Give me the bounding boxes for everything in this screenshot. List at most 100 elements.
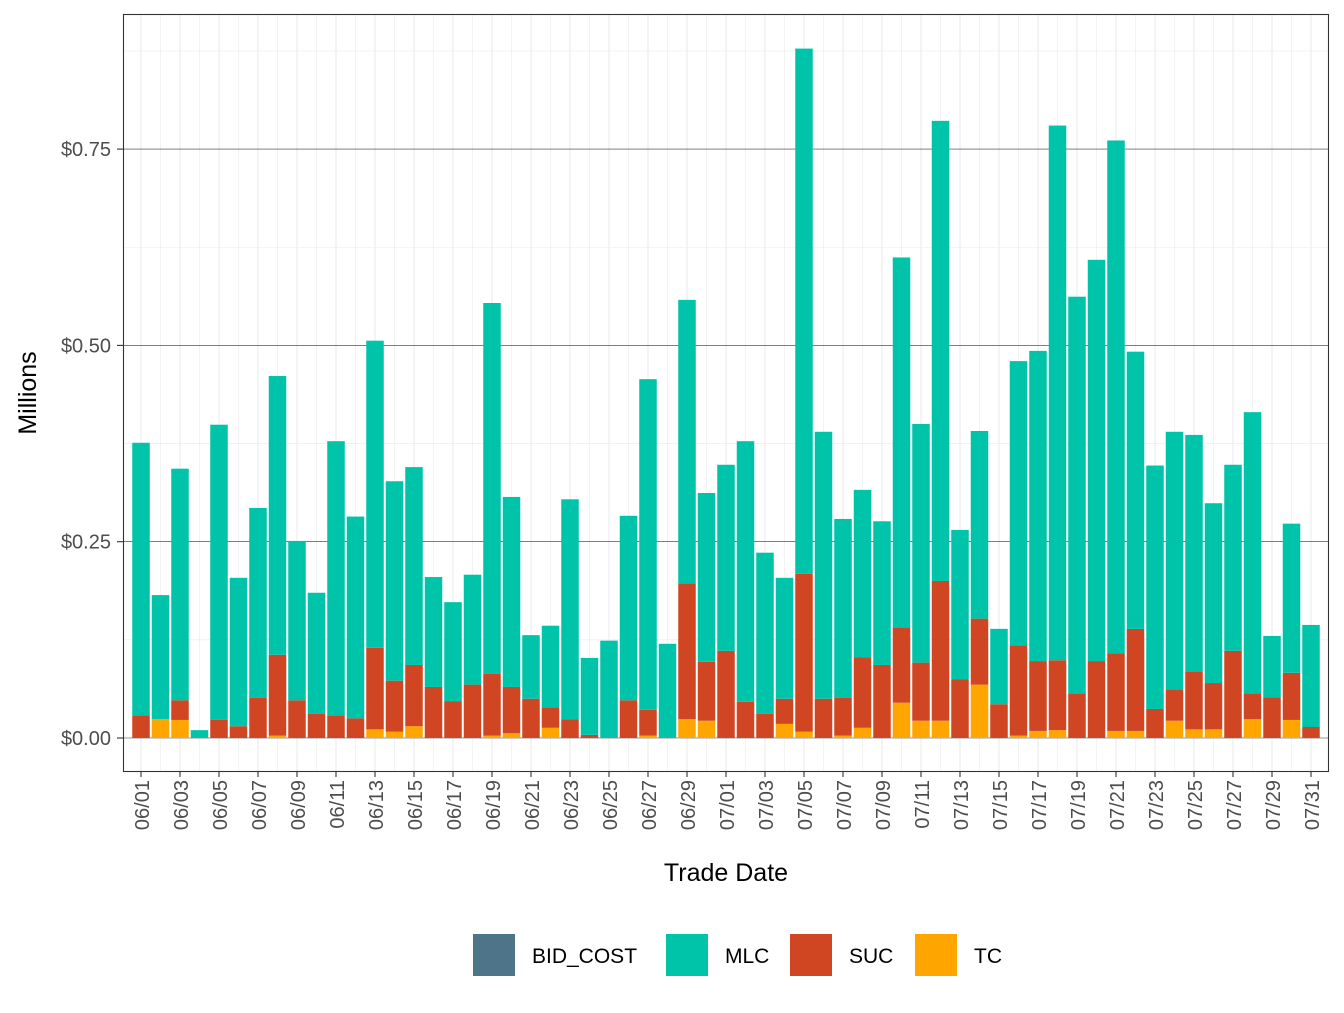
x-tick-label: 07/27 bbox=[1224, 780, 1246, 830]
bar-suc-07-04 bbox=[775, 698, 794, 724]
bar-mlc-07-27 bbox=[1224, 464, 1242, 651]
bar-suc-07-18 bbox=[1048, 660, 1067, 731]
bar-mlc-07-21 bbox=[1107, 140, 1125, 654]
bar-suc-07-26 bbox=[1204, 683, 1223, 730]
bar-tc-07-21 bbox=[1107, 730, 1125, 738]
bar-tc-07-07 bbox=[834, 735, 852, 738]
bar-suc-06-11 bbox=[327, 715, 345, 738]
bar-tc-06-13 bbox=[366, 729, 384, 738]
bar-suc-06-29 bbox=[678, 583, 696, 720]
bar-suc-07-08 bbox=[853, 657, 872, 728]
bar-mlc-07-24 bbox=[1165, 431, 1184, 690]
bar-suc-07-10 bbox=[892, 627, 911, 703]
bar-tc-06-29 bbox=[678, 719, 696, 738]
y-tick-label: $0.25 bbox=[61, 532, 111, 554]
bar-mlc-06-23 bbox=[561, 499, 579, 720]
bar-mlc-06-10 bbox=[307, 592, 326, 714]
bar-suc-06-08 bbox=[268, 654, 287, 736]
x-tick-label: 07/23 bbox=[1146, 780, 1168, 830]
x-tick-label: 06/11 bbox=[327, 780, 349, 829]
x-tick-label: 07/09 bbox=[873, 780, 895, 830]
x-tick-label: 06/09 bbox=[288, 780, 310, 830]
bar-mlc-07-18 bbox=[1048, 125, 1067, 661]
bar-suc-07-06 bbox=[814, 698, 833, 738]
bar-mlc-07-26 bbox=[1204, 503, 1223, 684]
bar-suc-07-22 bbox=[1126, 628, 1145, 731]
y-tick-label: $0.00 bbox=[61, 728, 111, 750]
bar-suc-06-03 bbox=[171, 700, 189, 720]
bar-mlc-07-10 bbox=[892, 257, 911, 628]
bar-mlc-06-22 bbox=[541, 625, 560, 708]
x-tick-label: 07/31 bbox=[1302, 780, 1324, 830]
x-tick-label: 07/13 bbox=[951, 780, 973, 830]
x-tick-label: 06/05 bbox=[210, 780, 232, 830]
x-tick-label: 07/15 bbox=[990, 780, 1012, 830]
bar-tc-07-10 bbox=[892, 702, 911, 738]
bar-mlc-06-09 bbox=[288, 540, 306, 701]
bar-mlc-06-29 bbox=[678, 299, 696, 584]
bar-mlc-06-11 bbox=[327, 441, 345, 716]
bar-mlc-06-13 bbox=[366, 340, 384, 648]
bar-suc-06-18 bbox=[463, 684, 482, 738]
y-axis: $0.00 $0.25 $0.50 $0.75 bbox=[61, 139, 123, 750]
bar-mlc-07-30 bbox=[1282, 523, 1301, 673]
bar-tc-07-05 bbox=[795, 731, 813, 738]
bar-suc-07-17 bbox=[1029, 661, 1047, 731]
bar-mlc-06-04 bbox=[190, 730, 209, 738]
x-tick-label: 06/07 bbox=[249, 780, 271, 830]
bar-mlc-07-14 bbox=[970, 430, 989, 619]
legend-swatch-bid-cost bbox=[473, 934, 515, 976]
bar-suc-07-13 bbox=[951, 679, 969, 738]
bar-mlc-07-17 bbox=[1029, 350, 1047, 662]
bar-suc-07-09 bbox=[873, 664, 891, 738]
bar-suc-06-09 bbox=[288, 700, 306, 738]
x-axis: 06/01 06/03 06/05 06/07 06/09 06/11 06/13 06/15… bbox=[132, 771, 1324, 830]
bar-tc-07-14 bbox=[970, 684, 989, 738]
bar-mlc-06-28 bbox=[658, 643, 677, 738]
legend-swatch-mlc bbox=[666, 934, 708, 976]
x-tick-label: 07/29 bbox=[1263, 780, 1285, 830]
bar-suc-06-10 bbox=[307, 713, 326, 738]
bar-suc-06-05 bbox=[210, 719, 228, 738]
bar-mlc-06-08 bbox=[268, 376, 287, 655]
bar-mlc-06-26 bbox=[619, 515, 638, 701]
bar-mlc-07-08 bbox=[853, 489, 872, 658]
x-tick-label: 06/17 bbox=[444, 780, 466, 830]
bar-mlc-07-04 bbox=[775, 577, 794, 699]
bar-mlc-06-03 bbox=[171, 468, 189, 701]
bar-suc-06-12 bbox=[346, 718, 365, 738]
legend-swatch-suc bbox=[790, 934, 832, 976]
bar-mlc-07-31 bbox=[1302, 624, 1320, 728]
x-tick-label: 06/03 bbox=[171, 780, 193, 830]
bar-suc-06-14 bbox=[385, 680, 404, 732]
bar-suc-07-28 bbox=[1243, 693, 1262, 720]
x-tick-label: 07/21 bbox=[1107, 780, 1129, 830]
bar-suc-06-20 bbox=[502, 686, 521, 734]
bar-suc-07-23 bbox=[1146, 708, 1164, 738]
bar-mlc-07-06 bbox=[814, 431, 833, 699]
bar-tc-06-08 bbox=[268, 735, 287, 738]
bar-suc-06-21 bbox=[522, 698, 540, 738]
bar-mlc-06-25 bbox=[600, 640, 618, 738]
bar-tc-06-02 bbox=[151, 719, 170, 738]
bar-mlc-07-29 bbox=[1263, 635, 1281, 698]
y-tick-label: $0.75 bbox=[61, 139, 111, 161]
bar-suc-07-29 bbox=[1263, 697, 1281, 738]
bar-suc-07-01 bbox=[717, 650, 735, 738]
bar-tc-07-25 bbox=[1185, 729, 1203, 738]
bar-mlc-07-13 bbox=[951, 529, 969, 680]
x-tick-label: 06/19 bbox=[483, 780, 505, 830]
bar-tc-07-08 bbox=[853, 727, 872, 738]
x-tick-label: 06/27 bbox=[639, 780, 661, 830]
bar-suc-06-23 bbox=[561, 719, 579, 738]
bar-tc-07-04 bbox=[775, 723, 794, 738]
bar-mlc-06-06 bbox=[229, 577, 248, 727]
bar-mlc-07-23 bbox=[1146, 465, 1164, 709]
bar-mlc-06-15 bbox=[405, 467, 423, 665]
bar-mlc-07-19 bbox=[1068, 296, 1086, 694]
x-tick-label: 06/15 bbox=[405, 780, 427, 830]
bar-suc-07-16 bbox=[1009, 645, 1028, 736]
bar-tc-06-03 bbox=[171, 719, 189, 738]
x-tick-label: 07/19 bbox=[1068, 780, 1090, 830]
bar-mlc-06-01 bbox=[132, 442, 150, 716]
